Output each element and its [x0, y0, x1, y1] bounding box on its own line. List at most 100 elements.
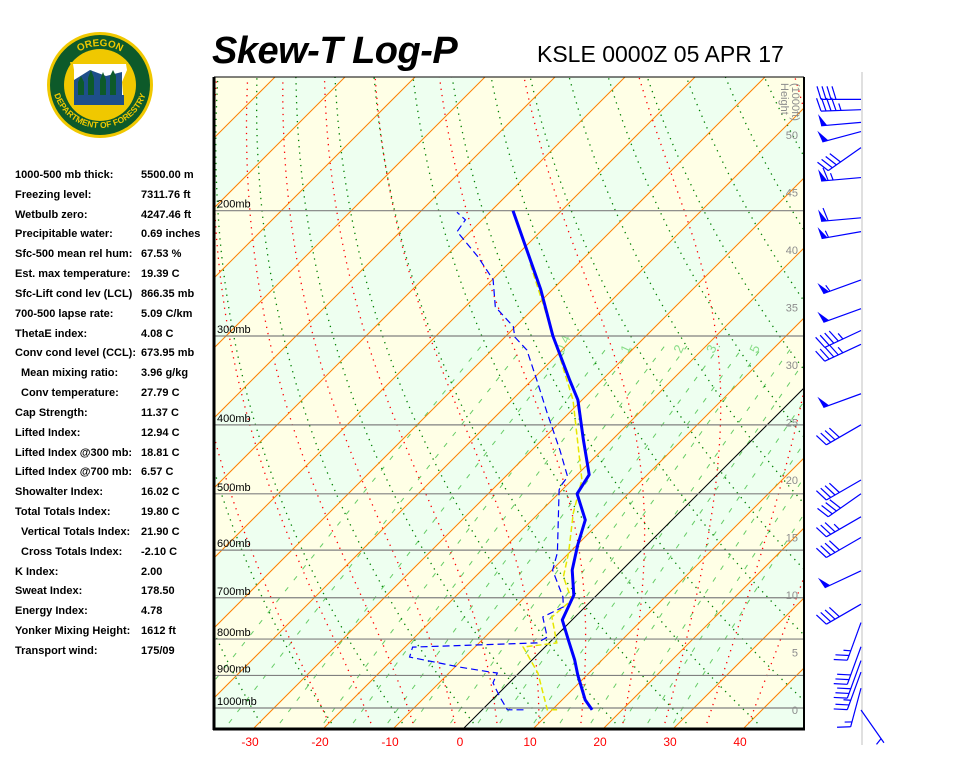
temperature-tick-label: 0	[457, 735, 464, 749]
isotherm	[322, 247, 804, 729]
height-tick-label: 25	[786, 418, 798, 430]
isotherm	[0, 77, 135, 729]
stat-value: 2.00	[141, 565, 163, 578]
stat-value: 175/09	[141, 644, 175, 657]
wind-barb	[816, 97, 862, 112]
stat-value: 4.78	[141, 605, 163, 618]
mixing-ratio-line	[387, 345, 665, 724]
stat-row: K Index: 2.00	[15, 563, 200, 583]
stat-row: Transport wind: 175/09	[15, 642, 200, 662]
wind-barb	[817, 493, 862, 518]
stat-label: Wetbulb zero:	[15, 208, 88, 221]
temperature-tick-label: 40	[733, 735, 747, 749]
mixing-ratio-line	[412, 345, 688, 724]
stat-row: Sfc-500 mean rel hum: 67.53 %	[15, 245, 200, 265]
wind-barb	[833, 671, 862, 711]
temperature-band	[214, 77, 804, 698]
stat-label: K Index:	[15, 565, 59, 578]
dry-adiabat	[215, 77, 403, 724]
stat-label: Sfc-Lift cond lev (LCL)	[15, 287, 133, 300]
isotherm	[214, 77, 486, 349]
stat-label: 700-500 lapse rate:	[15, 307, 114, 320]
stat-row: ThetaE index: 4.08 C	[15, 325, 200, 345]
mixing-ratio-line	[477, 345, 745, 724]
dry-adiabat	[907, 53, 960, 723]
pressure-label: 700mb	[217, 586, 251, 598]
stat-label: 1000-500 mb thick:	[15, 169, 114, 181]
wind-barb	[815, 424, 862, 446]
stat-label: Conv temperature:	[21, 387, 119, 400]
isotherm	[214, 77, 556, 419]
isotherm	[214, 77, 626, 489]
height-tick-label: 15	[786, 533, 798, 545]
stat-row: Sfc-Lift cond lev (LCL) 866.35 mb	[15, 285, 200, 305]
temperature-profile	[511, 210, 594, 711]
temperature-band	[214, 108, 804, 729]
wind-barb	[833, 622, 862, 661]
stat-row: Lifted Index @300 mb: 18.81 C	[15, 444, 200, 464]
moist-adiabat	[638, 77, 722, 724]
isotherm	[0, 77, 65, 729]
stat-label: ThetaE index:	[15, 327, 88, 340]
stat-row: Freezing level: 7311.76 ft	[15, 186, 200, 206]
wind-barb	[818, 167, 862, 182]
stat-value: 11.37 C	[141, 406, 179, 419]
temperature-tick-label: 10	[523, 735, 537, 749]
mixing-ratio-line	[352, 345, 635, 724]
temperature-band	[0, 77, 205, 729]
wind-barb	[815, 329, 862, 348]
plot-frame	[212, 72, 863, 745]
wind-barb	[818, 207, 862, 222]
stat-label: Showalter Index:	[15, 486, 104, 499]
stat-value: 673.95 mb	[141, 347, 195, 360]
wind-barb	[815, 479, 862, 501]
dry-adiabat	[802, 77, 804, 80]
height-axis-unit: (1000ft)	[789, 83, 801, 121]
height-tick-label: 40	[786, 245, 798, 257]
wind-barb	[816, 86, 861, 100]
wind-barb	[815, 343, 862, 362]
stat-row: Energy Index: 4.78	[15, 602, 200, 622]
stat-value: 18.81 C	[141, 446, 180, 459]
isotherm	[214, 77, 696, 559]
stat-value: 1612 ft	[141, 625, 176, 638]
dry-adiabats	[214, 53, 960, 724]
stat-label: Total Totals Index:	[15, 506, 111, 519]
height-tick-label: 0	[792, 705, 798, 717]
moist-adiabat	[282, 77, 456, 724]
dry-adiabat	[945, 53, 960, 723]
stat-label: Cross Totals Index:	[21, 545, 123, 558]
stat-value: 21.90 C	[141, 525, 180, 538]
zero-isotherm	[462, 387, 804, 729]
isotherm	[214, 77, 766, 629]
stat-value: 6.57 C	[141, 466, 174, 479]
dry-adiabat	[412, 77, 758, 724]
isotherm	[214, 77, 416, 279]
stat-row: Vertical Totals Index: 21.90 C	[15, 523, 200, 543]
stat-label: Sweat Index:	[15, 585, 83, 598]
wind-barb	[833, 660, 862, 699]
height-tick-label: 35	[786, 303, 798, 315]
isotherm	[0, 77, 205, 729]
mixing-ratio-line	[279, 345, 570, 724]
stat-value: 3.96 g/kg	[141, 367, 189, 380]
mixing-ratio-line	[228, 345, 525, 724]
height-tick-label: 45	[786, 188, 798, 200]
temperature-band	[0, 77, 135, 729]
wind-barb	[860, 709, 885, 745]
dry-adiabat	[295, 77, 545, 724]
pressure-label: 400mb	[217, 413, 251, 425]
temperature-tick-label: 20	[593, 735, 607, 749]
height-tick-label: 20	[786, 475, 798, 487]
stat-row: Mean mixing ratio: 3.96 g/kg	[15, 364, 200, 384]
stat-value: 67.53 %	[141, 248, 182, 261]
stat-row: Conv temperature: 27.79 C	[15, 384, 200, 404]
stat-label: Lifted Index:	[15, 426, 81, 439]
pressure-label: 600mb	[217, 538, 251, 550]
pressure-label: 500mb	[217, 482, 251, 494]
mixing-ratio-line	[672, 513, 804, 724]
stat-row: Lifted Index @700 mb: 6.57 C	[15, 463, 200, 483]
wind-barb	[817, 130, 862, 143]
pressure-label: 900mb	[217, 663, 251, 675]
